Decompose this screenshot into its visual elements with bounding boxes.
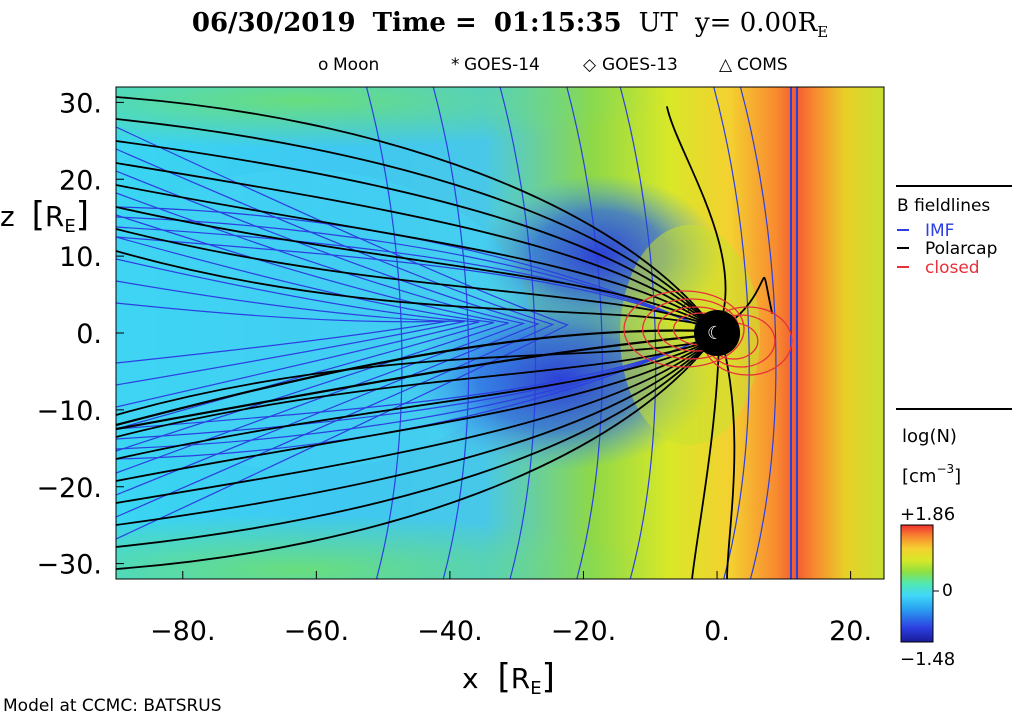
imf-fieldline — [713, 87, 750, 579]
legend-label-goes13: GOES-13 — [602, 55, 678, 75]
polarcap-fieldline — [691, 338, 720, 579]
colorbar-unit: [cm−3] — [902, 462, 961, 487]
chart-title: 06/30/2019 Time = 01:15:35 UT y= 0.00RE — [192, 8, 828, 41]
y-tick-label: 0. — [76, 319, 102, 350]
fieldlines-legend-title: B fieldlines — [897, 196, 990, 216]
density-region-lower — [116, 515, 660, 579]
legend-symbol-moon: o — [318, 55, 328, 75]
x-tick-label: −60. — [284, 616, 350, 647]
polarcap-fieldline — [116, 96, 714, 328]
satellite-marker: ◇ — [682, 299, 693, 315]
imf-fieldline — [116, 336, 708, 430]
colorbar-max-label: +1.86 — [900, 504, 955, 525]
y-axis-label: z [RE] — [0, 195, 89, 237]
imf-fieldline — [432, 87, 470, 579]
model-credit: Model at CCMC: BATSRUS — [3, 696, 222, 716]
y-tick-label: −20. — [36, 473, 102, 504]
polarcap-fieldline — [116, 162, 714, 328]
polarcap-fieldline — [116, 338, 714, 438]
x-tick-label: −20. — [551, 616, 617, 647]
imf-fieldline — [365, 87, 403, 579]
fieldlines-layer: ☾◇ — [116, 87, 793, 579]
x-tick-label: −80. — [150, 616, 216, 647]
legend-symbol-goes14: * — [451, 55, 460, 75]
polarcap-fieldline — [116, 118, 714, 328]
polarcap-fieldline — [116, 140, 714, 328]
imf-fieldline — [739, 87, 777, 579]
polarcap-fieldline — [116, 338, 714, 416]
imf-fieldline — [116, 216, 708, 330]
imf-fieldline — [116, 336, 708, 440]
colorbar-gradient — [900, 524, 934, 643]
colorbar-mid-label: 0 — [942, 581, 953, 601]
polarcap-fieldline — [116, 184, 714, 328]
polarcap-fieldline — [720, 276, 773, 330]
legend-label-goes14: GOES-14 — [464, 55, 540, 75]
y-tick-label: 30. — [59, 88, 102, 119]
closed-fieldline — [623, 290, 745, 368]
imf-fieldline — [116, 236, 708, 330]
polarcap-fieldline — [116, 338, 714, 548]
y-tick-label: 10. — [59, 242, 102, 273]
polarcap-fieldline — [666, 106, 727, 328]
imf-fieldline — [116, 192, 526, 474]
legend-label-moon: Moon — [333, 55, 379, 75]
density-plot: ☾◇ — [116, 87, 884, 579]
legend-label-imf: IMF — [925, 221, 954, 241]
polarcap-fieldline — [116, 338, 714, 526]
fieldlines-legend: B fieldlines IMF Polarcap closed — [896, 185, 1012, 278]
polarcap-fieldline — [116, 250, 714, 328]
imf-fieldline — [116, 258, 480, 408]
legend-label-polarcap: Polarcap — [925, 239, 997, 259]
imf-fieldline — [116, 148, 555, 518]
imf-fieldline — [116, 126, 569, 540]
imf-fieldline — [116, 206, 708, 330]
y-tick-label: −30. — [36, 550, 102, 581]
x-axis-label: x [RE] — [462, 657, 555, 699]
colorbar: log(N) [cm−3] +1.86 0 −1.48 — [896, 408, 1012, 670]
colorbar-min-label: −1.48 — [900, 649, 955, 670]
imf-fieldline — [499, 87, 537, 579]
polarcap-fieldline — [116, 228, 714, 328]
x-tick-label: 20. — [829, 616, 872, 647]
imf-fieldline — [116, 336, 708, 450]
polarcap-fieldline — [720, 336, 736, 579]
x-axis-ticks: −80. −60. −40. −20. 0. 20. — [150, 571, 872, 647]
x-tick-label: −40. — [417, 616, 483, 647]
y-tick-label: −10. — [36, 396, 102, 427]
legend-label-coms: COMS — [737, 55, 788, 75]
y-axis-ticks: 30. 20. 10. 0. −10. −20. −30. — [36, 88, 124, 581]
legend-symbol-goes13: ◇ — [583, 55, 597, 75]
earth — [694, 309, 741, 357]
colorbar-title: log(N) — [902, 426, 957, 447]
density-region-upper — [116, 87, 660, 148]
legend-symbol-coms: △ — [719, 55, 733, 75]
polarcap-fieldline — [116, 338, 714, 504]
polarcap-fieldline — [116, 206, 714, 328]
x-tick-label: 0. — [704, 616, 730, 647]
polarcap-fieldline — [116, 329, 713, 427]
earth-moon-glyph: ☾ — [707, 323, 723, 344]
legend-label-closed: closed — [925, 258, 980, 278]
imf-fieldline — [619, 87, 657, 579]
satellite-legend: o Moon * GOES-14 ◇ GOES-13 △ COMS — [318, 55, 788, 75]
y-tick-label: 20. — [59, 165, 102, 196]
imf-fieldline — [116, 226, 708, 330]
polarcap-fieldline — [116, 338, 714, 460]
polarcap-fieldline — [116, 338, 714, 570]
